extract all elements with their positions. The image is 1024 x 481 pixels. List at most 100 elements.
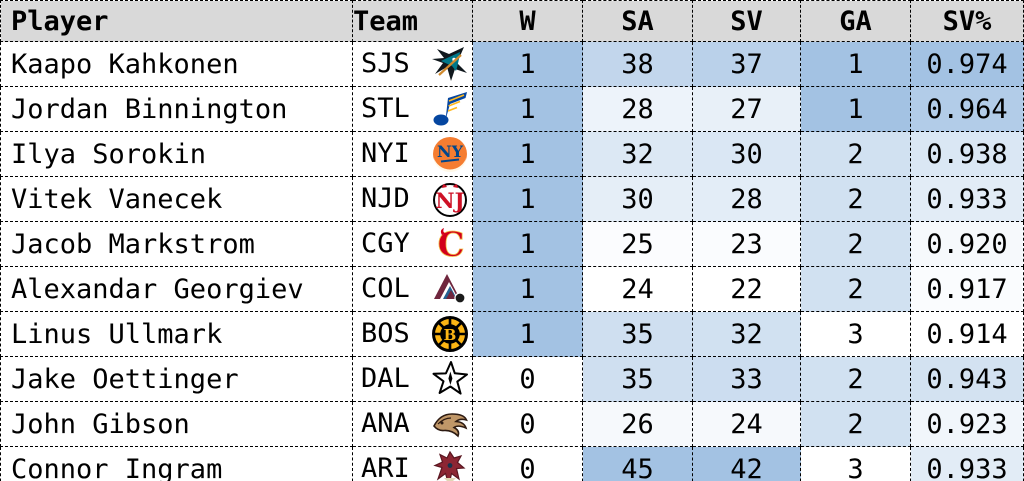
sv-stat-cell: 30 <box>692 131 801 177</box>
player-name: Kaapo Kahkonen <box>0 41 353 87</box>
team-cell: COL <box>352 266 473 312</box>
svg-text:NJ: NJ <box>435 188 464 213</box>
sa-stat-cell: 26 <box>582 401 693 447</box>
column-header-player: Player <box>0 0 353 42</box>
team-abbr: STL <box>361 93 410 124</box>
stl-blues-logo-icon <box>430 89 470 129</box>
sv-stat-cell: 27 <box>692 86 801 132</box>
w-stat-cell: 0 <box>472 401 583 447</box>
sv-pct-stat-cell: 0.938 <box>910 131 1024 177</box>
column-header-ga: GA <box>800 0 911 42</box>
sv-stat-cell: 28 <box>692 176 801 222</box>
team-cell: NJD NJ <box>352 176 473 222</box>
header-row: Player Team W SA SV GA SV% <box>0 0 1024 42</box>
sa-stat-cell: 30 <box>582 176 693 222</box>
sa-stat-cell: 28 <box>582 86 693 132</box>
sv-pct-stat-cell: 0.923 <box>910 401 1024 447</box>
player-name: Vitek Vanecek <box>0 176 353 222</box>
ga-stat-cell: 2 <box>800 401 911 447</box>
njd-devils-logo-icon: NJ <box>430 179 470 219</box>
sa-stat-cell: 35 <box>582 311 693 357</box>
column-header-team: Team <box>352 0 473 42</box>
ga-stat-cell: 2 <box>800 176 911 222</box>
nyi-islanders-logo-icon: NY <box>430 134 470 174</box>
sv-pct-stat-cell: 0.974 <box>910 41 1024 87</box>
table-row: Alexandar Georgiev COL 1 24 22 2 0.917 <box>0 266 1024 312</box>
table-row: Vitek Vanecek NJD NJ 1 30 28 2 0.933 <box>0 176 1024 222</box>
w-stat-cell: 1 <box>472 86 583 132</box>
table-row: Jacob Markstrom CGY C 1 25 23 2 0.920 <box>0 221 1024 267</box>
team-abbr: ARI <box>361 453 410 481</box>
w-stat-cell: 1 <box>472 266 583 312</box>
table-row: Kaapo Kahkonen SJS 1 38 37 1 0.974 <box>0 41 1024 87</box>
player-name: Connor Ingram <box>0 446 353 481</box>
team-abbr: BOS <box>361 318 410 349</box>
ga-stat-cell: 2 <box>800 356 911 402</box>
team-cell: SJS <box>352 41 473 87</box>
sa-stat-cell: 25 <box>582 221 693 267</box>
team-cell: DAL <box>352 356 473 402</box>
team-abbr: COL <box>361 273 410 304</box>
table-row: Ilya Sorokin NYI NY 1 32 30 2 0.938 <box>0 131 1024 177</box>
col-avalanche-logo-icon <box>430 269 470 309</box>
sv-stat-cell: 33 <box>692 356 801 402</box>
team-cell: BOS B <box>352 311 473 357</box>
sv-stat-cell: 23 <box>692 221 801 267</box>
team-cell: STL <box>352 86 473 132</box>
player-name: Jacob Markstrom <box>0 221 353 267</box>
sa-stat-cell: 38 <box>582 41 693 87</box>
ga-stat-cell: 2 <box>800 131 911 177</box>
svg-text:NY: NY <box>437 142 464 161</box>
column-header-sv_pct: SV% <box>910 0 1024 42</box>
dal-stars-logo-icon <box>430 359 470 399</box>
w-stat-cell: 1 <box>472 131 583 177</box>
table-row: Connor Ingram ARI 0 45 42 3 0.933 <box>0 446 1024 481</box>
ari-coyotes-logo-icon <box>430 449 470 481</box>
team-cell: ANA <box>352 401 473 447</box>
ga-stat-cell: 3 <box>800 311 911 357</box>
ga-stat-cell: 2 <box>800 266 911 312</box>
ga-stat-cell: 3 <box>800 446 911 481</box>
sv-pct-stat-cell: 0.933 <box>910 176 1024 222</box>
table-row: Linus Ullmark BOS B 1 35 32 3 0.914 <box>0 311 1024 357</box>
sv-stat-cell: 37 <box>692 41 801 87</box>
sv-pct-stat-cell: 0.914 <box>910 311 1024 357</box>
table-body: Kaapo Kahkonen SJS 1 38 37 1 0.974 Jordan Binni… <box>0 41 1024 481</box>
table-row: John Gibson ANA 0 26 24 2 0.923 <box>0 401 1024 447</box>
team-cell: ARI <box>352 446 473 481</box>
sjs-sharks-logo-icon <box>430 44 470 84</box>
sa-stat-cell: 32 <box>582 131 693 177</box>
team-abbr: NJD <box>361 183 410 214</box>
column-header-w: W <box>472 0 583 42</box>
svg-text:B: B <box>444 326 457 344</box>
w-stat-cell: 1 <box>472 176 583 222</box>
team-abbr: DAL <box>361 363 410 394</box>
sv-pct-stat-cell: 0.917 <box>910 266 1024 312</box>
team-abbr: NYI <box>361 138 410 169</box>
sv-pct-stat-cell: 0.964 <box>910 86 1024 132</box>
team-abbr: ANA <box>361 408 410 439</box>
team-cell: CGY C <box>352 221 473 267</box>
player-name: Ilya Sorokin <box>0 131 353 177</box>
sv-stat-cell: 42 <box>692 446 801 481</box>
sv-pct-stat-cell: 0.943 <box>910 356 1024 402</box>
player-name: Alexandar Georgiev <box>0 266 353 312</box>
player-name: Jake Oettinger <box>0 356 353 402</box>
column-header-sv: SV <box>692 0 801 42</box>
sa-stat-cell: 35 <box>582 356 693 402</box>
sa-stat-cell: 24 <box>582 266 693 312</box>
table-row: Jordan Binnington STL 1 28 27 1 0.964 <box>0 86 1024 132</box>
ana-ducks-logo-icon <box>430 404 470 444</box>
w-stat-cell: 1 <box>472 41 583 87</box>
player-name: Linus Ullmark <box>0 311 353 357</box>
ga-stat-cell: 1 <box>800 41 911 87</box>
player-name: Jordan Binnington <box>0 86 353 132</box>
player-name: John Gibson <box>0 401 353 447</box>
sv-pct-stat-cell: 0.933 <box>910 446 1024 481</box>
sa-stat-cell: 45 <box>582 446 693 481</box>
w-stat-cell: 0 <box>472 446 583 481</box>
team-abbr: SJS <box>361 48 410 79</box>
w-stat-cell: 1 <box>472 221 583 267</box>
